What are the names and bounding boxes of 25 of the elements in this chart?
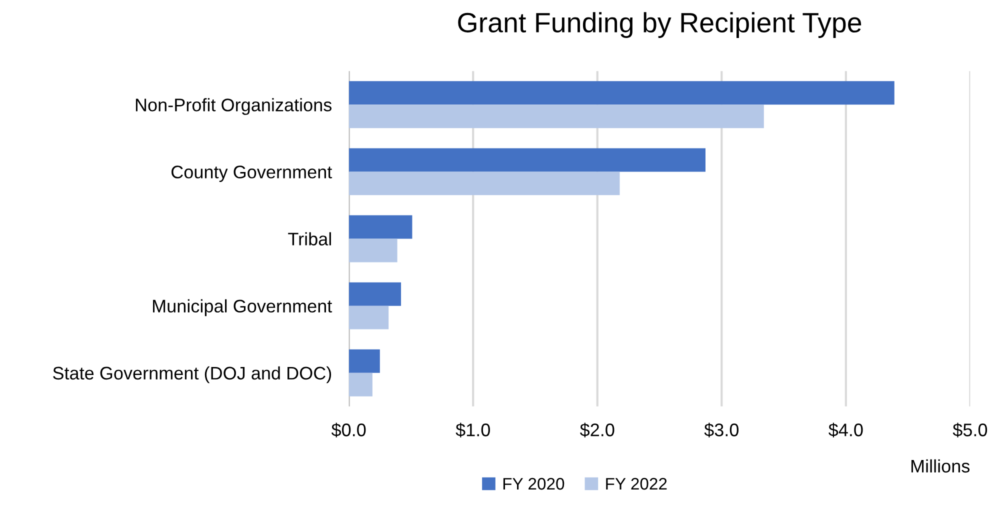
bar	[348, 282, 402, 306]
bar	[348, 215, 412, 239]
x-tick-label: $4.0	[828, 422, 863, 438]
x-tick-label: $1.0	[456, 422, 490, 438]
x-tick-label: $0.0	[331, 422, 366, 438]
x-tick-label: $5.0	[952, 422, 988, 438]
bar	[348, 172, 620, 196]
y-tick-label: Municipal Government	[153, 299, 332, 316]
bar	[348, 148, 706, 172]
y-tick-label: Tribal	[288, 232, 331, 246]
x-axis-title: Millions	[911, 459, 970, 473]
y-tick-label: County Government	[172, 166, 332, 182]
y-tick-label: State Government (DOJ and DOC)	[53, 366, 332, 384]
bar	[348, 238, 398, 262]
bar	[348, 104, 764, 128]
bar	[348, 349, 380, 373]
x-tick-label: $2.0	[580, 422, 614, 438]
legend-label: FY 2020	[503, 478, 564, 490]
y-tick-label: Non-Profit Organizations	[136, 98, 332, 115]
x-tick-label: $3.0	[704, 422, 739, 438]
legend-label: FY 2022	[606, 478, 667, 490]
bar	[348, 306, 389, 330]
bar	[348, 372, 372, 396]
bar	[348, 81, 894, 105]
chart-title: Grant Funding by Recipient Type	[458, 12, 862, 38]
